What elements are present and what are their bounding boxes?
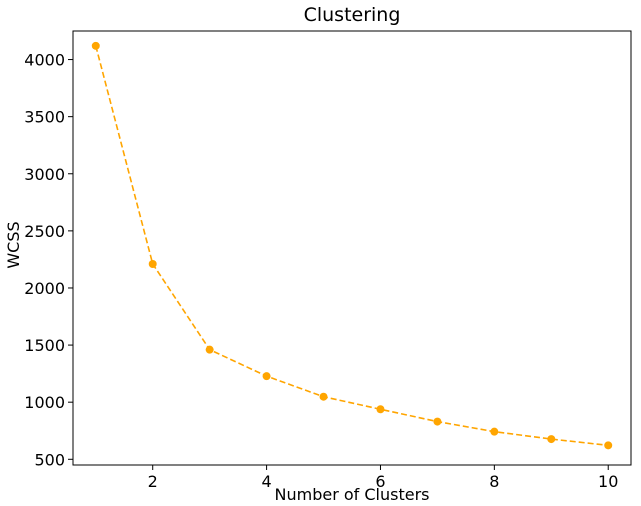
y-tick-label: 1000	[24, 393, 65, 412]
plot-frame	[72, 30, 632, 466]
axes-group: 2 4 6 8 10 500 1000 1500 2000 2500 3000 3500 4000	[24, 30, 632, 491]
data-point	[148, 259, 157, 268]
data-point	[205, 345, 214, 354]
y-tick-label: 500	[34, 450, 65, 469]
y-tick-label: 4000	[24, 51, 65, 70]
data-point	[376, 405, 385, 414]
data-point	[262, 372, 271, 381]
y-tick-label: 1500	[24, 336, 65, 355]
x-tick-label: 4	[261, 472, 271, 491]
x-tick-label: 10	[598, 472, 618, 491]
data-point	[433, 417, 442, 426]
data-point	[91, 41, 100, 50]
series-group	[91, 41, 613, 450]
chart-title: Clustering	[304, 4, 401, 26]
data-point	[604, 441, 613, 450]
x-tick-label: 2	[148, 472, 158, 491]
x-tick-label: 8	[489, 472, 499, 491]
y-tick-label: 2500	[24, 222, 65, 241]
series-line	[95, 45, 609, 447]
y-tick-label: 3000	[24, 165, 65, 184]
y-tick-label: 2000	[24, 279, 65, 298]
x-axis-title: Number of Clusters	[275, 485, 430, 504]
data-point	[490, 427, 499, 436]
y-tick-label: 3500	[24, 108, 65, 127]
y-axis-title: WCSS	[4, 221, 23, 268]
data-point	[547, 435, 556, 444]
data-point	[319, 392, 328, 401]
x-tick-label: 6	[375, 472, 385, 491]
